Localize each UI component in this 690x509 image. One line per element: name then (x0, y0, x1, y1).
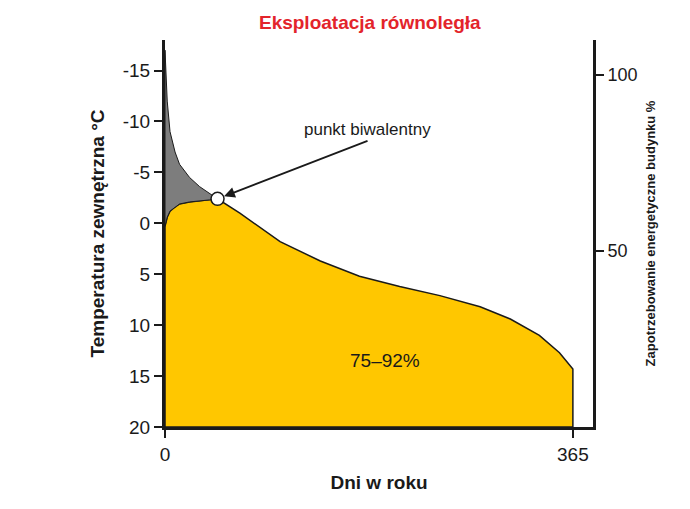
svg-text:Eksploatacja równoległa: Eksploatacja równoległa (259, 12, 481, 33)
svg-text:100: 100 (608, 65, 638, 85)
svg-text:365: 365 (557, 444, 589, 465)
svg-text:Dni w roku: Dni w roku (330, 472, 427, 493)
svg-text:15: 15 (129, 366, 150, 387)
svg-text:Zapotrzebowanie energetyczne b: Zapotrzebowanie energetyczne budynku % (643, 100, 658, 366)
svg-text:0: 0 (140, 213, 151, 234)
svg-text:Temperatura zewnętrzna °C: Temperatura zewnętrzna °C (87, 109, 108, 357)
svg-text:5: 5 (140, 264, 151, 285)
svg-text:50: 50 (608, 241, 628, 261)
svg-text:-10: -10 (123, 111, 150, 132)
svg-text:10: 10 (129, 315, 150, 336)
svg-text:-5: -5 (133, 162, 150, 183)
svg-text:-15: -15 (123, 60, 150, 81)
svg-text:20: 20 (129, 417, 150, 438)
svg-text:punkt biwalentny: punkt biwalentny (304, 120, 431, 139)
svg-text:75–92%: 75–92% (350, 350, 420, 371)
svg-text:0: 0 (160, 444, 171, 465)
